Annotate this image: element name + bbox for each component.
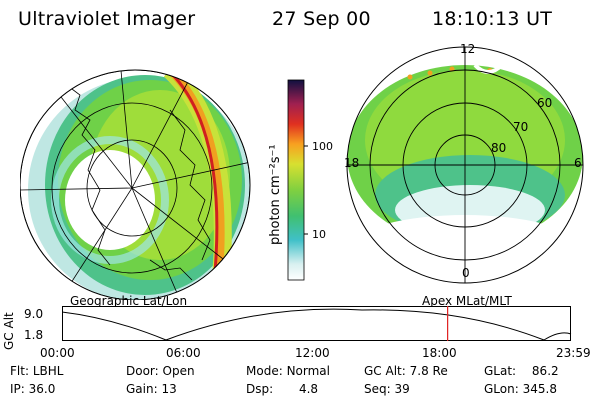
magnetic-map xyxy=(346,46,584,284)
glat-label: GLat: xyxy=(484,364,517,378)
mlat-label-70: 70 xyxy=(513,120,529,134)
glat-value: 86.2 xyxy=(531,364,559,378)
dsp-info: Dsp: 4.8 xyxy=(246,382,318,396)
altitude-ytick-high: 9.0 xyxy=(24,307,44,321)
mlt-label-12: 12 xyxy=(460,42,476,56)
colorbar-tick-10: 10 xyxy=(312,228,326,241)
colorbar xyxy=(287,79,308,281)
mlat-label-80: 80 xyxy=(491,141,507,155)
ip-info: IP: 36.0 xyxy=(10,382,55,396)
altitude-curve xyxy=(62,308,572,341)
gcalt-info: GC Alt: 7.8 Re xyxy=(364,364,448,378)
gcalt-label: GC Alt: xyxy=(364,364,406,378)
filter-label: Flt: xyxy=(10,364,29,378)
door-value: Open xyxy=(162,364,195,378)
time-tick-0000: 00:00 xyxy=(40,346,75,360)
time-tick-1200: 12:00 xyxy=(295,346,330,360)
gcalt-value: 7.8 Re xyxy=(409,364,448,378)
filter-value: LBHL xyxy=(32,364,64,378)
dsp-value: 4.8 xyxy=(298,382,319,396)
glon-label: GLon: xyxy=(484,382,519,396)
glon-value: 345.8 xyxy=(522,382,557,396)
altitude-ylabel: GC Alt xyxy=(2,312,16,350)
gain-value: 13 xyxy=(161,382,177,396)
gain-info: Gain: 13 xyxy=(126,382,177,396)
time-tick-1800: 18:00 xyxy=(422,346,457,360)
ip-label: IP: xyxy=(10,382,25,396)
door-label: Door: xyxy=(126,364,159,378)
colorbar-tick-100: 100 xyxy=(312,140,333,153)
glat-info: GLat: 86.2 xyxy=(484,364,559,378)
mode-value: Normal xyxy=(286,364,330,378)
mlat-label-60: 60 xyxy=(537,96,553,110)
dsp-label: Dsp: xyxy=(246,382,274,396)
seq-value: 39 xyxy=(394,382,410,396)
observation-time: 18:10:13 UT xyxy=(432,8,553,30)
time-tick-0600: 06:00 xyxy=(166,346,201,360)
mlt-label-18: 18 xyxy=(344,156,360,170)
mlt-label-6: 6 xyxy=(574,156,582,170)
time-tick-2359: 23:59 xyxy=(556,346,591,360)
geographic-label: Geographic Lat/Lon xyxy=(70,294,188,308)
observation-date: 27 Sep 00 xyxy=(272,8,371,30)
mlt-label-0: 0 xyxy=(462,266,470,280)
gain-label: Gain: xyxy=(126,382,158,396)
mode-label: Mode: xyxy=(246,364,283,378)
altitude-ytick-low: 1.8 xyxy=(24,328,44,342)
magnetic-label: Apex MLat/MLT xyxy=(422,294,512,308)
ip-value: 36.0 xyxy=(28,382,56,396)
seq-label: Seq: xyxy=(364,382,391,396)
seq-info: Seq: 39 xyxy=(364,382,410,396)
colorbar-scale xyxy=(287,79,305,281)
altitude-plot xyxy=(62,306,572,341)
mode-info: Mode: Normal xyxy=(246,364,330,378)
colorbar-unit-label: photon cm⁻²s⁻¹ xyxy=(268,144,283,245)
glon-info: GLon: 345.8 xyxy=(484,382,557,396)
geographic-map xyxy=(20,69,251,300)
door-info: Door: Open xyxy=(126,364,195,378)
instrument-title: Ultraviolet Imager xyxy=(18,8,196,30)
filter-info: Flt: LBHL xyxy=(10,364,63,378)
